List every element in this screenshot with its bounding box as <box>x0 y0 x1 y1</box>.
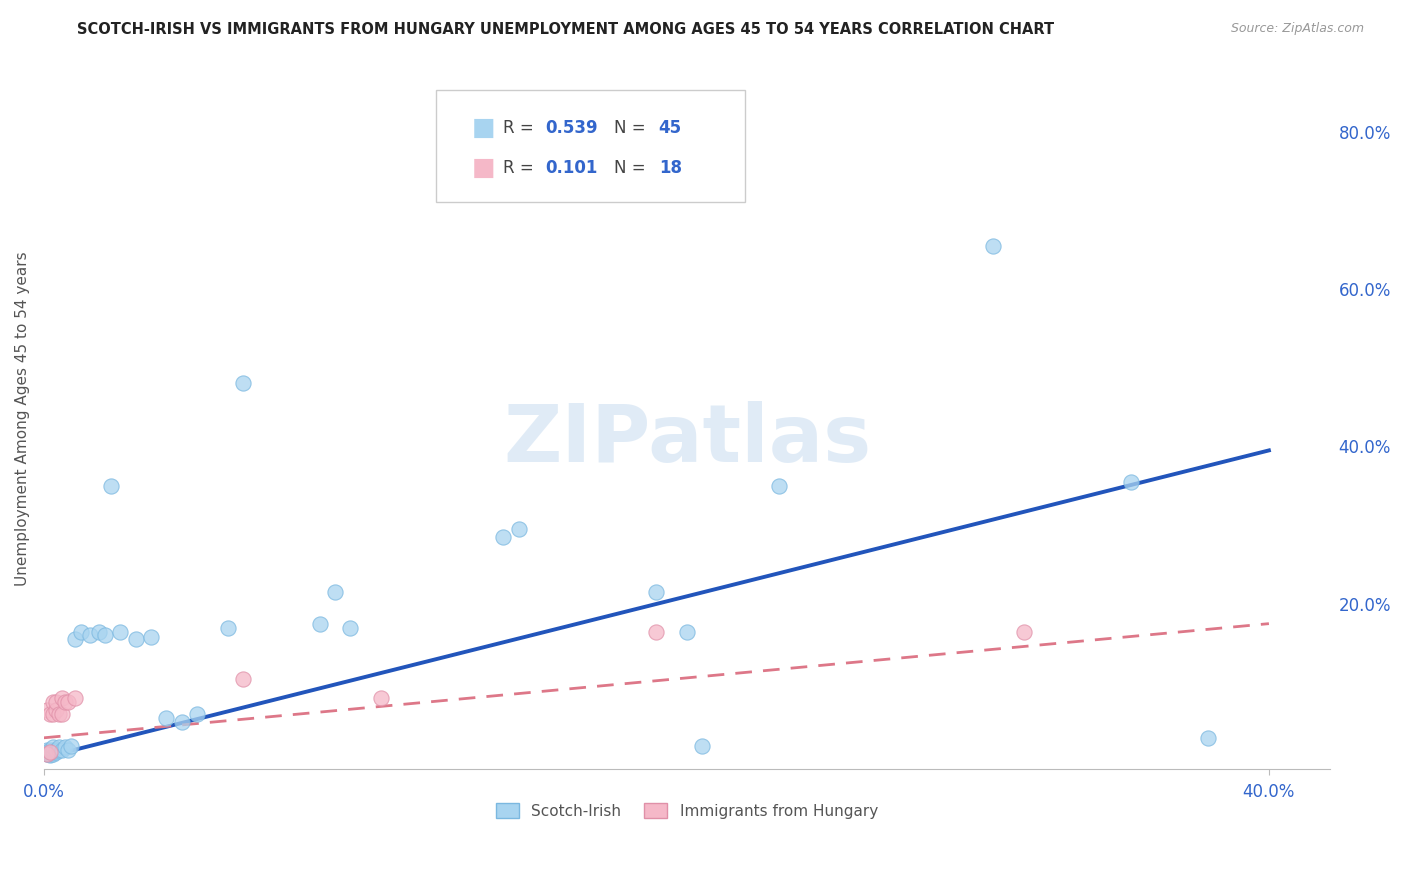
Text: ZIPatlas: ZIPatlas <box>503 401 872 479</box>
Legend: Scotch-Irish, Immigrants from Hungary: Scotch-Irish, Immigrants from Hungary <box>491 797 884 825</box>
FancyBboxPatch shape <box>436 89 745 202</box>
Point <box>45 742 67 756</box>
Point <box>492 530 515 544</box>
Point <box>100 479 122 493</box>
Point <box>87 624 110 639</box>
Point <box>232 672 254 686</box>
Y-axis label: Unemployment Among Ages 45 to 54 years: Unemployment Among Ages 45 to 54 years <box>15 252 30 586</box>
Point <box>51 691 73 706</box>
Point <box>35 747 58 761</box>
Point <box>51 742 73 756</box>
Point <box>35 745 58 759</box>
Point <box>51 707 73 722</box>
Point <box>94 628 117 642</box>
Point <box>232 376 254 391</box>
Point <box>39 747 62 761</box>
Point <box>58 695 80 709</box>
Point <box>45 695 67 709</box>
Point <box>170 714 193 729</box>
Text: SCOTCH-IRISH VS IMMIGRANTS FROM HUNGARY UNEMPLOYMENT AMONG AGES 45 TO 54 YEARS C: SCOTCH-IRISH VS IMMIGRANTS FROM HUNGARY … <box>77 22 1054 37</box>
Point <box>35 747 58 761</box>
Point <box>323 585 346 599</box>
Text: Source: ZipAtlas.com: Source: ZipAtlas.com <box>1230 22 1364 36</box>
Point <box>42 707 65 722</box>
Point <box>339 621 361 635</box>
Point <box>42 740 65 755</box>
Point <box>217 621 239 635</box>
Point <box>42 745 65 759</box>
Point <box>35 703 58 717</box>
Point <box>53 695 76 709</box>
Point <box>42 747 65 761</box>
Point <box>39 707 62 722</box>
Text: ■: ■ <box>472 156 496 180</box>
Text: R =: R = <box>503 159 538 177</box>
Text: N =: N = <box>613 159 651 177</box>
Point <box>1012 624 1035 639</box>
Point <box>692 739 714 753</box>
Point <box>35 742 58 756</box>
Point <box>676 624 699 639</box>
Point <box>45 703 67 717</box>
Point <box>63 632 86 647</box>
Point <box>53 740 76 755</box>
Point <box>69 624 91 639</box>
Text: R =: R = <box>503 120 538 137</box>
Point <box>48 742 70 756</box>
Point <box>110 624 132 639</box>
Text: 0.539: 0.539 <box>546 120 598 137</box>
Point <box>370 691 392 706</box>
Point <box>39 745 62 759</box>
Point <box>645 585 668 599</box>
Point <box>39 742 62 756</box>
Point <box>768 479 790 493</box>
Point <box>48 740 70 755</box>
Point <box>125 632 148 647</box>
Point <box>981 238 1004 252</box>
Point <box>48 707 70 722</box>
Point <box>79 628 101 642</box>
Point <box>60 739 83 753</box>
Point <box>1119 475 1142 489</box>
Text: 0.101: 0.101 <box>546 159 598 177</box>
Point <box>45 745 67 759</box>
Point <box>155 711 177 725</box>
Point <box>508 522 530 536</box>
Point <box>645 624 668 639</box>
Point <box>139 630 162 644</box>
Text: ■: ■ <box>472 116 496 140</box>
Point <box>39 748 62 763</box>
Text: N =: N = <box>613 120 651 137</box>
Point <box>63 691 86 706</box>
Point <box>42 695 65 709</box>
Point <box>1197 731 1219 745</box>
Text: 45: 45 <box>659 120 682 137</box>
Point <box>42 742 65 756</box>
Point <box>39 745 62 759</box>
Point <box>308 616 330 631</box>
Point <box>186 707 208 722</box>
Point <box>58 742 80 756</box>
Text: 18: 18 <box>659 159 682 177</box>
